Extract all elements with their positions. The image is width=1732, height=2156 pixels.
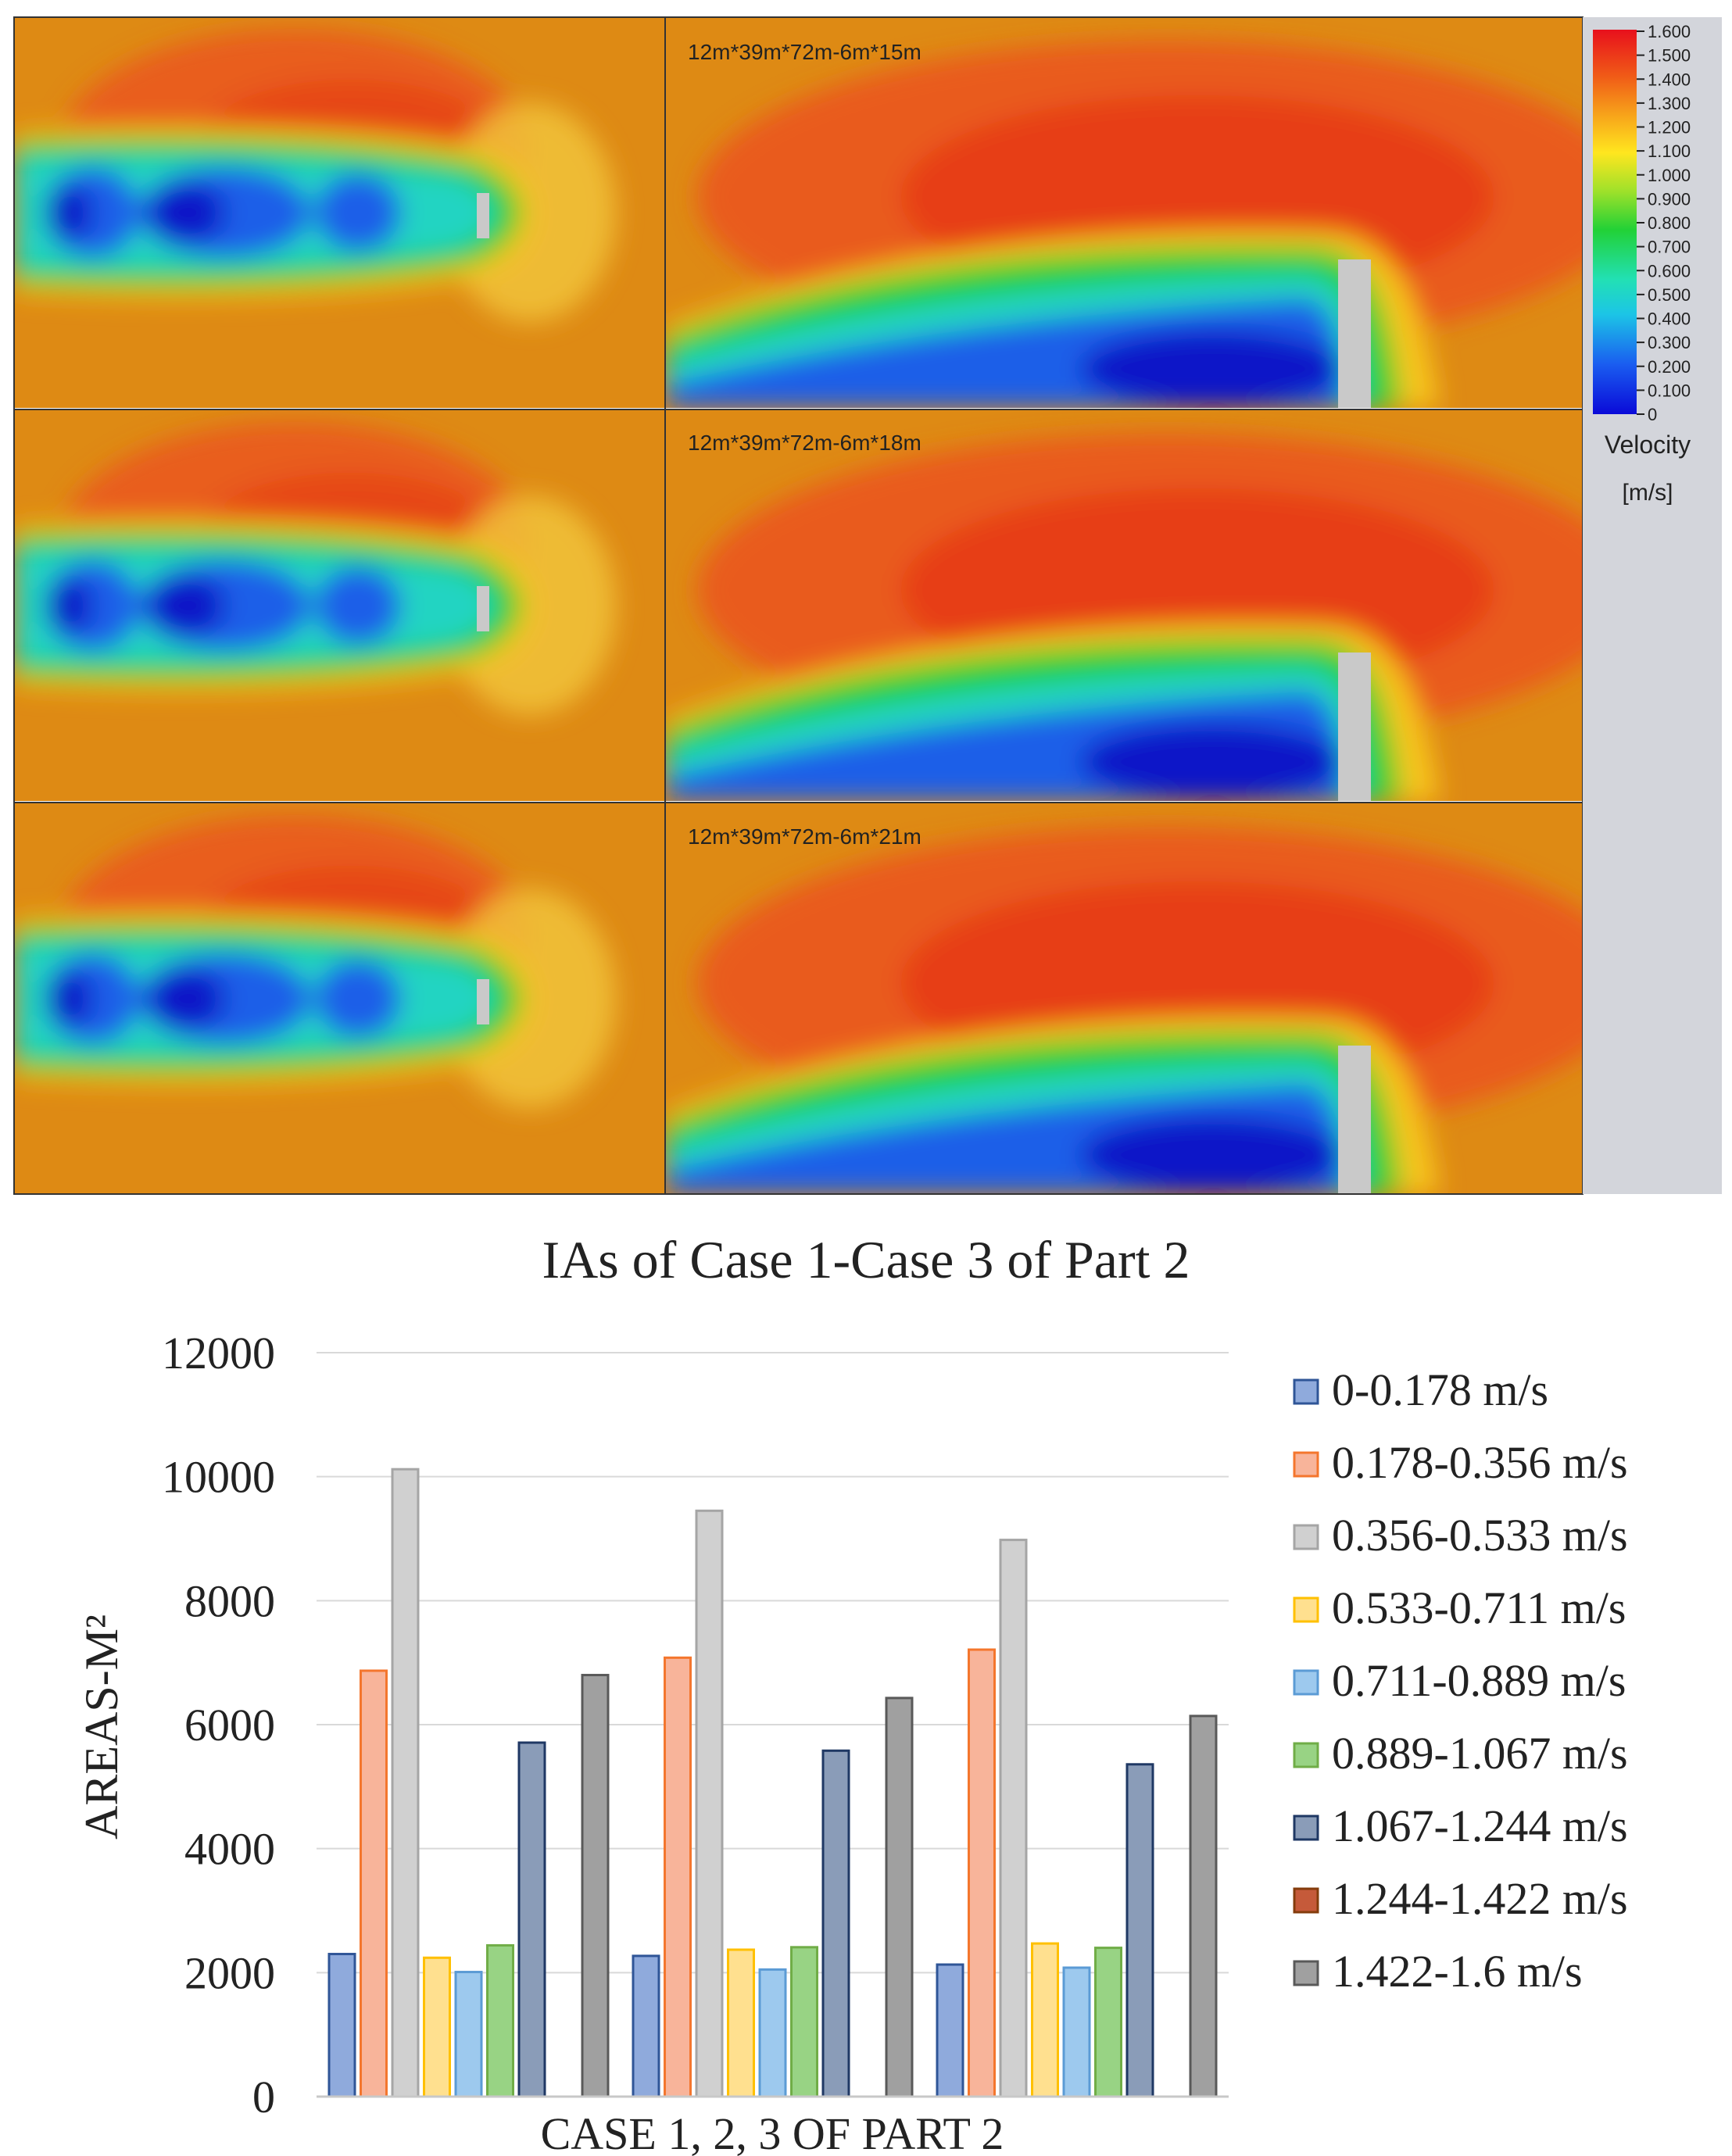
chart-title: IAs of Case 1-Case 3 of Part 2 xyxy=(542,1230,1190,1289)
legend-label: 1.422-1.6 m/s xyxy=(1332,1946,1583,1997)
colorbar-unit: [m/s] xyxy=(1623,480,1673,506)
y-tick-label: 6000 xyxy=(184,1700,275,1750)
colorbar-tick-label: 1.100 xyxy=(1648,141,1691,161)
legend-label: 0.356-0.533 m/s xyxy=(1332,1510,1628,1561)
colorbar-tick-label: 0 xyxy=(1648,405,1657,424)
legend-swatch xyxy=(1293,1596,1319,1623)
bar-3-4 xyxy=(1031,1942,1059,2098)
bar-1-2 xyxy=(360,1669,388,2098)
y-tick-label: 2000 xyxy=(184,1947,275,1998)
bar-1-4 xyxy=(423,1956,451,2098)
colorbar-tick-label: 0.100 xyxy=(1648,381,1691,400)
legend-swatch xyxy=(1293,1887,1319,1914)
chart-legend: 0-0.178 m/s 0.178-0.356 m/s 0.356-0.533 m/… xyxy=(1293,1364,1628,1997)
bar-2-6 xyxy=(790,1946,818,2098)
panel-label-3: 12m*39m*72m-6m*21m xyxy=(688,824,921,849)
bar-1-1 xyxy=(327,1953,356,2098)
bar-3-1 xyxy=(936,1963,964,2098)
bar-2-7 xyxy=(821,1749,850,2098)
legend-label: 0-0.178 m/s xyxy=(1332,1364,1548,1415)
colorbar-ticks: 1.600 1.500 1.400 1.300 1.200 1.100 1.000 0.900… xyxy=(1637,22,1691,424)
colorbar-tick-label: 0.400 xyxy=(1648,309,1691,329)
bar-2-9 xyxy=(885,1697,914,2098)
bar-3-5 xyxy=(1062,1966,1091,2098)
colorbar-tick-label: 0.300 xyxy=(1648,333,1691,352)
colorbar-tick-label: 1.400 xyxy=(1648,70,1691,89)
colorbar-tick-label: 1.200 xyxy=(1648,118,1691,138)
legend-label: 0.889-1.067 m/s xyxy=(1332,1728,1628,1779)
colorbar-tick-label: 1.500 xyxy=(1648,46,1691,66)
bar-2-1 xyxy=(632,1954,660,2098)
legend-swatch xyxy=(1293,1815,1319,1841)
panel-label-2: 12m*39m*72m-6m*18m xyxy=(688,431,921,455)
colorbar-title: Velocity xyxy=(1605,431,1691,459)
bar-3-2 xyxy=(968,1648,996,2098)
y-tick-label: 4000 xyxy=(184,1824,275,1875)
bar-1-9 xyxy=(581,1674,610,2098)
colorbar-tick-label: 1.000 xyxy=(1648,166,1691,185)
y-axis-label: AREAS-M² xyxy=(76,1614,127,1840)
bar-2-5 xyxy=(758,1968,787,2098)
bar-3-3 xyxy=(999,1539,1028,2098)
bar-1-5 xyxy=(454,1971,483,2098)
legend-swatch xyxy=(1293,1524,1319,1550)
legend-swatch xyxy=(1293,1451,1319,1478)
colorbar-tick-label: 0.200 xyxy=(1648,357,1691,377)
bar-3-7 xyxy=(1125,1763,1154,2098)
legend-label: 0.711-0.889 m/s xyxy=(1332,1655,1626,1706)
bar-1-3 xyxy=(391,1468,420,2098)
bar-2-4 xyxy=(727,1948,755,2098)
contour-row-1 xyxy=(14,17,1635,408)
legend-label: 0.178-0.356 m/s xyxy=(1332,1437,1628,1488)
bar-3-6 xyxy=(1094,1947,1122,2098)
colorbar-tick-label: 1.600 xyxy=(1648,22,1691,41)
y-tick-label: 12000 xyxy=(162,1328,275,1378)
legend-label: 1.067-1.244 m/s xyxy=(1332,1800,1628,1851)
y-tick-label: 10000 xyxy=(162,1452,275,1503)
panel-label-1: 12m*39m*72m-6m*15m xyxy=(688,40,921,64)
x-axis-label: CASE 1, 2, 3 OF PART 2 xyxy=(541,2108,1004,2156)
bar-1-6 xyxy=(486,1943,514,2098)
bar-3-9 xyxy=(1189,1714,1218,2098)
colorbar-tick-label: 1.300 xyxy=(1648,94,1691,113)
colorbar-tick-label: 0.600 xyxy=(1648,261,1691,281)
bar-1-7 xyxy=(517,1741,546,2098)
chart-y-tick-labels: 0 2000 4000 6000 8000 10000 12000 xyxy=(162,1328,275,2122)
colorbar-tick-label: 0.500 xyxy=(1648,285,1691,305)
colorbar-tick-label: 0.700 xyxy=(1648,238,1691,257)
chart-bars xyxy=(327,1468,1218,2098)
chart-gridlines xyxy=(317,1352,1229,1974)
colorbar-tick-label: 0.800 xyxy=(1648,213,1691,233)
legend-label: 1.244-1.422 m/s xyxy=(1332,1873,1628,1924)
legend-swatch xyxy=(1293,1742,1319,1768)
bar-2-2 xyxy=(664,1656,692,2098)
y-tick-label: 0 xyxy=(252,2072,275,2122)
colorbar xyxy=(1593,30,1637,414)
bar-2-3 xyxy=(695,1509,724,2098)
contour-row-2 xyxy=(14,410,1635,801)
legend-swatch xyxy=(1293,1669,1319,1696)
legend-swatch xyxy=(1293,1378,1319,1405)
legend-label: 0.533-0.711 m/s xyxy=(1332,1582,1626,1633)
contour-row-3 xyxy=(14,803,1635,1194)
colorbar-tick-label: 0.900 xyxy=(1648,189,1691,209)
y-tick-label: 8000 xyxy=(184,1575,275,1626)
legend-swatch xyxy=(1293,1960,1319,1986)
